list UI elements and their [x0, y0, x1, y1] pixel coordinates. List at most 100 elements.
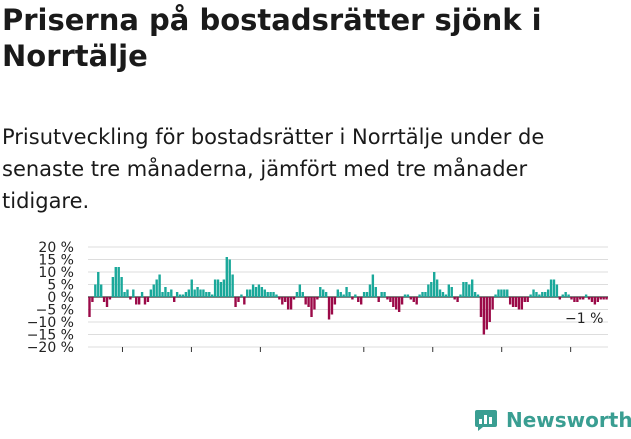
bar	[508, 297, 512, 305]
bar	[590, 297, 594, 302]
bar	[342, 294, 345, 297]
bar	[216, 279, 220, 297]
bar	[459, 294, 462, 297]
bar	[173, 297, 176, 302]
y-axis-labels: 20 %15 %10 %5 %0 %−5 %−10 %−15 %−20 %	[27, 240, 74, 356]
bar	[257, 284, 261, 297]
bar	[506, 289, 509, 297]
bar	[362, 292, 366, 297]
bar	[579, 297, 582, 300]
bar	[468, 284, 471, 297]
bar	[479, 297, 483, 317]
x-tick-label: 2023	[483, 357, 521, 360]
bar	[359, 297, 363, 305]
bar	[205, 292, 208, 297]
x-tick-label: 2014	[172, 357, 210, 360]
y-tick-label: −10 %	[27, 315, 74, 331]
bar	[295, 292, 299, 297]
bar	[345, 287, 348, 297]
bar	[573, 297, 576, 302]
bar	[237, 297, 240, 302]
bar	[435, 279, 439, 297]
bar	[456, 297, 459, 302]
bar	[304, 297, 307, 305]
bar	[412, 297, 415, 302]
bar	[593, 297, 597, 305]
x-tick-label: 2016	[241, 357, 279, 360]
bar	[269, 292, 272, 297]
bar	[599, 297, 602, 300]
bar	[99, 284, 103, 297]
bar	[526, 297, 529, 302]
bar	[546, 289, 550, 297]
bar	[488, 297, 491, 322]
bar	[123, 292, 126, 297]
brand-name: Newsworthy	[506, 408, 631, 432]
bar	[406, 294, 410, 297]
bar	[602, 297, 605, 300]
bar	[146, 297, 150, 302]
bar	[222, 279, 226, 297]
bar	[170, 289, 173, 297]
newsworthy-logo: Newsworthy	[474, 408, 631, 432]
bar	[167, 292, 170, 297]
bar	[132, 289, 135, 297]
x-tick-label: 2021	[414, 357, 452, 360]
bar	[514, 297, 518, 307]
bar	[155, 279, 158, 297]
bar	[564, 292, 567, 297]
bar	[535, 292, 538, 297]
bar	[532, 289, 535, 297]
bar	[354, 294, 357, 297]
y-tick-label: −5 %	[36, 303, 74, 319]
x-axis: 2012 2014 2016 2019 2021 2023 2025	[103, 347, 590, 360]
y-tick-label: 20 %	[38, 240, 74, 256]
bar	[397, 297, 401, 312]
bar	[251, 284, 255, 297]
bar	[117, 267, 120, 297]
bar	[576, 297, 579, 302]
bar	[511, 297, 515, 307]
bar	[234, 297, 237, 307]
bar	[380, 292, 383, 297]
bar	[187, 289, 191, 297]
bar	[228, 259, 231, 297]
bar	[415, 297, 418, 305]
bar	[582, 297, 585, 300]
bar	[444, 294, 448, 297]
newsworthy-chart-icon	[475, 410, 497, 431]
bar	[196, 287, 199, 297]
bar	[135, 297, 138, 305]
bar	[254, 287, 258, 297]
bar	[248, 289, 252, 297]
bar	[424, 292, 427, 297]
bar	[430, 282, 433, 297]
bar	[368, 284, 372, 297]
bar	[517, 297, 521, 310]
bar	[94, 284, 97, 297]
bar	[427, 284, 430, 297]
bar	[403, 294, 407, 297]
chart-title: Priserna på bostadsrätter sjönk i Norrtä…	[2, 3, 542, 73]
bar	[552, 279, 556, 297]
bar	[462, 282, 465, 297]
bar	[310, 297, 313, 317]
bar	[476, 294, 480, 297]
bar	[482, 297, 486, 335]
bar	[246, 289, 249, 297]
bar	[129, 297, 132, 300]
bar	[561, 294, 564, 297]
bar	[447, 284, 451, 297]
bar	[327, 297, 331, 320]
bar	[105, 297, 109, 307]
bar	[286, 297, 290, 310]
bar	[231, 274, 234, 297]
bar	[319, 287, 322, 297]
bar	[570, 297, 573, 300]
y-tick-label: 0 %	[47, 290, 74, 306]
bar	[184, 292, 188, 297]
bar	[322, 289, 325, 297]
bar	[301, 292, 304, 297]
bar	[199, 289, 202, 297]
bar	[544, 292, 547, 297]
